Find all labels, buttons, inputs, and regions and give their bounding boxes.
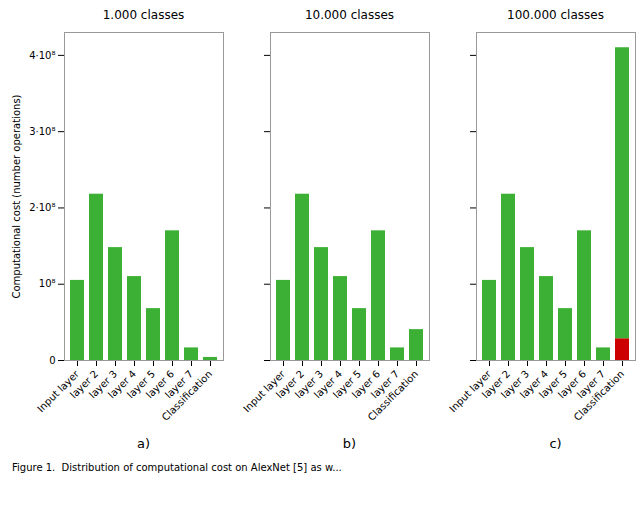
svg-text:2·10⁸: 2·10⁸ — [29, 202, 55, 213]
svg-text:layer 7: layer 7 — [162, 368, 196, 401]
svg-text:0: 0 — [49, 355, 55, 366]
svg-text:layer 5: layer 5 — [124, 368, 158, 401]
svg-text:layer 3: layer 3 — [86, 368, 120, 401]
svg-text:layer 6: layer 6 — [349, 368, 383, 401]
svg-text:Input layer: Input layer — [447, 368, 494, 415]
html-text:100.000 classes: 100.000 classes — [507, 8, 604, 22]
svg-text:layer 5: layer 5 — [330, 368, 364, 401]
svg-text:Computational cost (number ope: Computational cost (number operations) — [11, 94, 22, 298]
html-text:Figure 1. Distribution of comp: Figure 1. Distribution of computational … — [12, 462, 342, 473]
html-text:1.000 classes: 1.000 classes — [102, 8, 185, 22]
svg-text:4·10⁸: 4·10⁸ — [29, 50, 55, 61]
svg-text:10⁸: 10⁸ — [39, 278, 56, 289]
svg-text:layer 4: layer 4 — [311, 368, 345, 401]
svg-text:Input layer: Input layer — [241, 368, 288, 415]
svg-text:layer 2: layer 2 — [67, 368, 101, 401]
html-text:c): c) — [549, 436, 562, 451]
svg-text:3·10⁸: 3·10⁸ — [29, 126, 55, 137]
svg-text:layer 2: layer 2 — [479, 368, 513, 401]
svg-text:layer 2: layer 2 — [273, 368, 307, 401]
html-text:10.000 classes: 10.000 classes — [304, 8, 395, 22]
svg-text:layer 4: layer 4 — [517, 368, 551, 401]
svg-text:Classification: Classification — [366, 368, 421, 423]
svg-text:Classification: Classification — [572, 368, 627, 423]
svg-text:Classification: Classification — [160, 368, 215, 423]
html-text:b): b) — [342, 436, 357, 451]
svg-text:layer 4: layer 4 — [105, 368, 139, 401]
svg-text:layer 6: layer 6 — [555, 368, 589, 401]
svg-text:layer 3: layer 3 — [292, 368, 326, 401]
svg-text:layer 5: layer 5 — [536, 368, 570, 401]
html-text:a): a) — [137, 436, 150, 451]
svg-text:layer 7: layer 7 — [368, 368, 402, 401]
svg-text:layer 3: layer 3 — [498, 368, 532, 401]
svg-text:layer 6: layer 6 — [143, 368, 177, 401]
svg-text:Input layer: Input layer — [35, 368, 82, 415]
svg-text:layer 7: layer 7 — [574, 368, 608, 401]
